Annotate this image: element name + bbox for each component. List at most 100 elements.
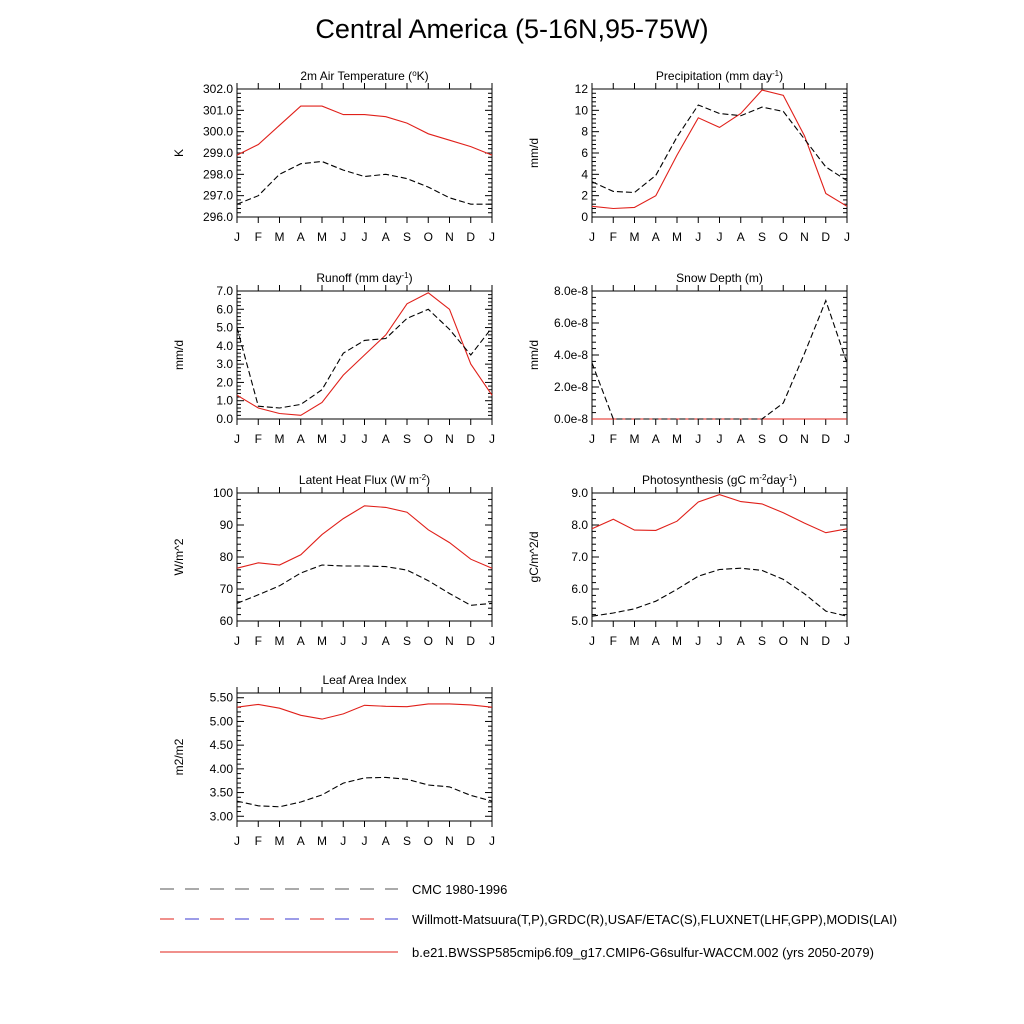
x-tick-label: A: [382, 432, 390, 446]
x-tick-label: F: [610, 230, 617, 244]
x-tick-label: M: [275, 432, 285, 446]
plot-frame: [591, 492, 848, 622]
x-tick-label: F: [610, 634, 617, 648]
x-tick-label: F: [255, 634, 262, 648]
x-tick-label: A: [297, 230, 305, 244]
x-tick-label: J: [234, 432, 240, 446]
panel-title: 2m Air Temperature (oK): [300, 69, 428, 84]
x-tick-label: J: [340, 432, 346, 446]
y-tick-label: 8.0: [571, 518, 588, 532]
y-tick-label: 9.0: [571, 486, 588, 500]
y-tick-label: 297.0: [203, 189, 233, 203]
x-tick-label: J: [589, 230, 595, 244]
y-tick-label: 5.00: [210, 714, 234, 728]
y-tick-label: 7.0: [216, 284, 233, 298]
x-tick-label: N: [445, 634, 454, 648]
series-line-model: [591, 89, 848, 210]
y-tick-label: 6: [581, 146, 588, 160]
x-tick-label: J: [340, 634, 346, 648]
y-tick-label: 60: [220, 614, 234, 628]
panel-7: Leaf Area Index m2/m2 3.00 3.50 4.00 4.50 5.00…: [172, 673, 495, 848]
series-line-model: [236, 703, 493, 720]
y-axis-label: mm/d: [172, 340, 186, 370]
x-tick-label: S: [403, 834, 411, 848]
x-tick-label: O: [779, 634, 788, 648]
plot-frame: [236, 492, 493, 622]
x-tick-label: J: [589, 634, 595, 648]
x-tick-label: F: [255, 834, 262, 848]
x-tick-label: M: [672, 432, 682, 446]
panel-title: Leaf Area Index: [322, 673, 406, 687]
x-tick-label: F: [255, 432, 262, 446]
x-tick-label: A: [382, 230, 390, 244]
series-line-obs: [236, 160, 492, 205]
x-tick-label: J: [362, 432, 368, 446]
y-tick-label: 302.0: [203, 82, 233, 96]
y-tick-label: 3.50: [210, 786, 234, 800]
y-tick-label: 2.0e-8: [554, 380, 588, 394]
y-tick-label: 4.50: [210, 738, 234, 752]
y-tick-label: 2.0: [216, 375, 233, 389]
x-tick-label: M: [275, 634, 285, 648]
series-line-obs: [236, 776, 493, 808]
y-tick-label: 6.0: [216, 302, 233, 316]
x-tick-label: A: [652, 634, 660, 648]
series-line-obs: [236, 308, 493, 409]
plot-frame: [591, 290, 848, 420]
x-tick-label: D: [821, 230, 830, 244]
x-tick-label: A: [652, 230, 660, 244]
x-tick-label: O: [779, 230, 788, 244]
x-tick-label: A: [737, 432, 745, 446]
x-tick-label: S: [758, 230, 766, 244]
x-tick-label: M: [630, 230, 640, 244]
x-tick-label: J: [717, 634, 723, 648]
x-tick-label: N: [800, 432, 809, 446]
x-tick-label: N: [800, 634, 809, 648]
x-tick-label: A: [297, 834, 305, 848]
y-tick-label: 4.0e-8: [554, 348, 588, 362]
y-tick-label: 8: [581, 125, 588, 139]
series-line-obs: [236, 564, 493, 606]
panel-title: Latent Heat Flux (W m-2): [299, 473, 430, 488]
x-tick-label: A: [382, 634, 390, 648]
plot-frame: [591, 88, 848, 218]
x-tick-label: J: [695, 432, 701, 446]
x-tick-label: A: [297, 634, 305, 648]
y-tick-label: 90: [220, 518, 234, 532]
x-tick-label: S: [403, 230, 411, 244]
x-tick-label: A: [737, 634, 745, 648]
x-tick-label: M: [317, 634, 327, 648]
y-tick-label: 8.0e-8: [554, 284, 588, 298]
panel-1: 2m Air Temperature (oK) K 296.0 297.0 298.0 2…: [172, 69, 495, 245]
x-tick-label: N: [445, 230, 454, 244]
plot-frame: [236, 88, 493, 218]
y-tick-label: 70: [220, 582, 234, 596]
y-tick-label: 3.0: [216, 357, 233, 371]
x-tick-label: O: [424, 230, 433, 244]
x-tick-label: O: [424, 834, 433, 848]
y-tick-label: 299.0: [203, 146, 233, 160]
x-tick-label: M: [317, 834, 327, 848]
x-tick-label: D: [466, 834, 475, 848]
x-tick-label: J: [589, 432, 595, 446]
y-tick-label: 301.0: [203, 103, 233, 117]
panel-title: Precipitation (mm day-1): [656, 69, 783, 84]
x-tick-label: J: [234, 230, 240, 244]
series-line-model: [591, 494, 848, 534]
x-tick-label: N: [445, 834, 454, 848]
x-tick-label: M: [672, 634, 682, 648]
y-axis-label: W/m^2: [172, 538, 186, 575]
y-tick-label: 100: [213, 486, 233, 500]
x-tick-label: J: [844, 634, 850, 648]
x-tick-label: S: [758, 432, 766, 446]
x-tick-label: M: [672, 230, 682, 244]
x-tick-label: D: [466, 230, 475, 244]
series-line-obs: [591, 567, 848, 617]
y-tick-label: 0: [581, 210, 588, 224]
x-tick-label: J: [695, 634, 701, 648]
x-tick-label: J: [695, 230, 701, 244]
x-tick-label: N: [445, 432, 454, 446]
x-tick-label: F: [255, 230, 262, 244]
x-tick-label: J: [844, 432, 850, 446]
